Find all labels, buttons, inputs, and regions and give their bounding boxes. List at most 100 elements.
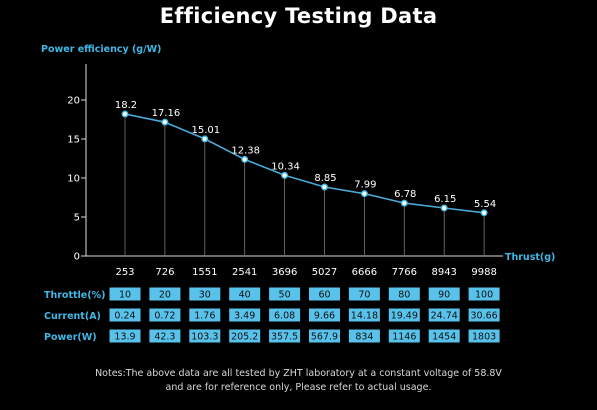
data-label: 18.2	[115, 100, 137, 111]
table-cell	[149, 308, 181, 322]
table-cell-value: 9.66	[314, 311, 335, 322]
table-cell	[229, 329, 261, 343]
table-cell-value: 70	[358, 290, 370, 301]
table-cell-value: 0.72	[154, 311, 175, 322]
table-cell-value: 42.3	[154, 332, 175, 343]
data-label: 12.38	[231, 145, 260, 156]
table-cell	[109, 308, 141, 322]
x-tick-label: 7766	[392, 267, 417, 278]
y-tick-label: 5	[74, 213, 80, 224]
data-label: 5.54	[474, 199, 496, 210]
table-cell	[388, 329, 420, 343]
table-cell	[348, 308, 380, 322]
table-cell-value: 19.49	[391, 311, 418, 322]
x-tick-label: 8943	[431, 267, 456, 278]
table-row-label: Throttle(%)	[44, 290, 105, 301]
table-cell-value: 24.74	[431, 311, 458, 322]
table-cell	[149, 329, 181, 343]
table-cell-value: 40	[239, 290, 251, 301]
table-cell	[388, 287, 420, 301]
series-line	[124, 113, 485, 214]
table-cell-value: 80	[398, 290, 410, 301]
table-cell-value: 13.9	[114, 332, 135, 343]
data-point	[121, 110, 129, 118]
table-row-label: Power(W)	[44, 332, 97, 343]
table-cell	[309, 287, 340, 301]
table-cell	[269, 308, 301, 322]
table-cell-value: 834	[355, 332, 373, 343]
table-cell-value: 30.66	[470, 311, 497, 322]
y-axis-label: Power efficiency (g/W)	[41, 44, 161, 55]
table-cell-value: 100	[475, 290, 493, 301]
data-point	[201, 135, 209, 143]
table-cell	[149, 287, 181, 301]
table-cell-value: 6.08	[274, 311, 295, 322]
table-cell	[468, 308, 500, 322]
table-cell-value: 10	[119, 290, 131, 301]
table-row-label: Current(A)	[44, 311, 101, 322]
data-label: 8.85	[314, 173, 336, 184]
table-cell-value: 1146	[392, 332, 416, 343]
data-point	[241, 155, 249, 163]
table-cell	[428, 287, 460, 301]
table-cell-value: 3.49	[234, 311, 255, 322]
table-cell-value: 20	[159, 290, 171, 301]
table-cell-value: 1454	[432, 332, 456, 343]
table-cell	[348, 329, 380, 343]
table-cell	[269, 329, 301, 343]
data-point	[321, 183, 329, 191]
data-label: 6.15	[434, 194, 456, 205]
table-cell	[189, 308, 221, 322]
x-axis-label: Thrust(g)	[505, 252, 555, 263]
table-cell	[109, 287, 141, 301]
y-tick-label: 15	[67, 135, 80, 146]
table-cell-value: 1803	[472, 332, 496, 343]
data-point	[440, 204, 448, 212]
data-point	[281, 171, 289, 179]
table-cell	[348, 287, 380, 301]
x-tick-label: 1551	[192, 267, 217, 278]
table-cell-value: 30	[199, 290, 211, 301]
table-cell-value: 0.24	[114, 311, 135, 322]
data-label: 10.34	[271, 161, 300, 172]
table-cell	[189, 287, 221, 301]
table-cell	[309, 329, 340, 343]
table-cell	[229, 308, 261, 322]
table-cell	[388, 308, 420, 322]
table-cell	[229, 287, 261, 301]
table-cell-value: 14.18	[351, 311, 378, 322]
table-cell-value: 1.76	[194, 311, 215, 322]
x-tick-label: 253	[115, 267, 134, 278]
x-tick-label: 9988	[471, 267, 496, 278]
data-label: 15.01	[191, 125, 220, 136]
data-point	[480, 209, 488, 217]
table-cell	[109, 329, 141, 343]
notes-line-1: Notes:The above data are all tested by Z…	[95, 368, 502, 379]
data-point	[360, 190, 368, 198]
table-cell-value: 50	[279, 290, 291, 301]
table-cell	[468, 287, 500, 301]
data-label: 7.99	[354, 180, 376, 191]
table-cell	[428, 329, 460, 343]
x-tick-label: 726	[155, 267, 174, 278]
table-cell	[428, 308, 460, 322]
table-cell-value: 205.2	[231, 332, 258, 343]
data-point	[161, 118, 169, 126]
chart-title: Efficiency Testing Data	[159, 4, 438, 28]
table-cell	[468, 329, 500, 343]
y-tick-label: 20	[67, 96, 80, 107]
x-tick-label: 5027	[312, 267, 337, 278]
data-point	[400, 199, 408, 207]
x-tick-label: 2541	[232, 267, 257, 278]
data-label: 6.78	[394, 189, 416, 200]
table-cell	[309, 308, 340, 322]
table-cell	[269, 287, 301, 301]
table-cell-value: 567.9	[311, 332, 338, 343]
notes-line-2: and are for reference only, Please refer…	[165, 382, 432, 393]
table-cell-value: 357.5	[271, 332, 298, 343]
y-tick-label: 10	[67, 174, 80, 185]
data-label: 17.16	[152, 108, 181, 119]
table-cell-value: 103.3	[191, 332, 218, 343]
